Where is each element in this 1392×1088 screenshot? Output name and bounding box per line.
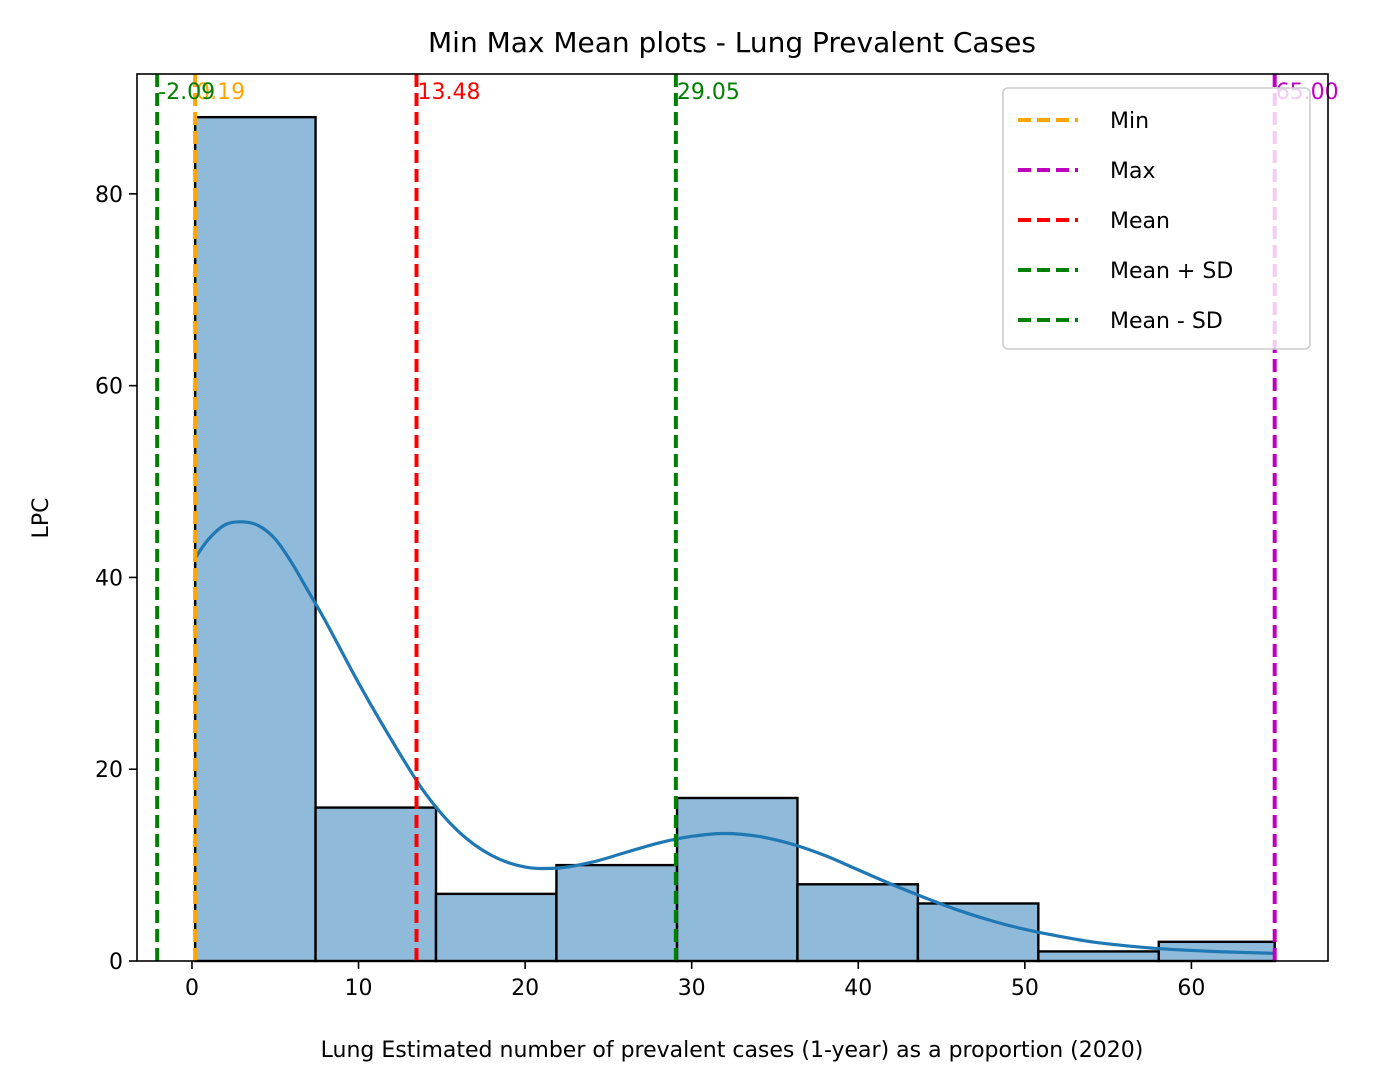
x-tick-label: 40 <box>844 976 872 1001</box>
x-tick-label: 50 <box>1011 976 1039 1001</box>
y-axis-title: LPC <box>29 498 54 539</box>
chart-title: Min Max Mean plots - Lung Prevalent Case… <box>428 26 1036 59</box>
y-axis-ticks: 0 20 40 60 80 <box>95 183 137 975</box>
histogram-bar-5 <box>675 796 799 963</box>
legend-label-max: Max <box>1110 159 1155 184</box>
legend-label-mean-sd: Mean - SD <box>1110 309 1223 334</box>
legend-box <box>1002 87 1311 350</box>
x-tick-label: 20 <box>511 976 539 1001</box>
legend-label-mean: Mean <box>1110 209 1170 234</box>
y-tick-label: 60 <box>95 375 123 400</box>
y-tick-label: 0 <box>109 950 123 975</box>
legend: Min Max Mean Mean + SD Mean - SD <box>1002 87 1311 350</box>
y-tick-label: 80 <box>95 183 123 208</box>
legend-label-min: Min <box>1110 109 1149 134</box>
plot-frame <box>136 73 1329 962</box>
y-tick-label: 20 <box>95 758 123 783</box>
histogram-bar-7 <box>916 902 1040 963</box>
kde-curve-group <box>193 520 1275 955</box>
histogram-bar-4 <box>555 863 679 963</box>
histogram-bar-3 <box>434 892 558 963</box>
histogram-bar-1 <box>193 115 317 963</box>
x-axis-title: Lung Estimated number of prevalent cases… <box>321 1038 1144 1063</box>
x-tick-label: 0 <box>185 976 199 1001</box>
x-tick-label: 30 <box>678 976 706 1001</box>
legend-label-mean-sd: Mean + SD <box>1110 259 1233 284</box>
histogram-bar-8 <box>1037 950 1160 963</box>
mean-sd-value-label: -2.09 <box>158 80 215 105</box>
x-axis-ticks: 0 10 20 30 40 50 60 <box>185 961 1205 1001</box>
x-tick-label: 60 <box>1177 976 1205 1001</box>
mean-sd-value-label: 29.05 <box>677 80 740 105</box>
kde-curve <box>193 520 1275 955</box>
min-value-label: 0.19 <box>196 80 245 105</box>
y-tick-label: 40 <box>95 566 123 591</box>
histogram-bar-6 <box>796 883 920 963</box>
mean-value-label: 13.48 <box>418 80 481 105</box>
x-tick-label: 10 <box>345 976 373 1001</box>
